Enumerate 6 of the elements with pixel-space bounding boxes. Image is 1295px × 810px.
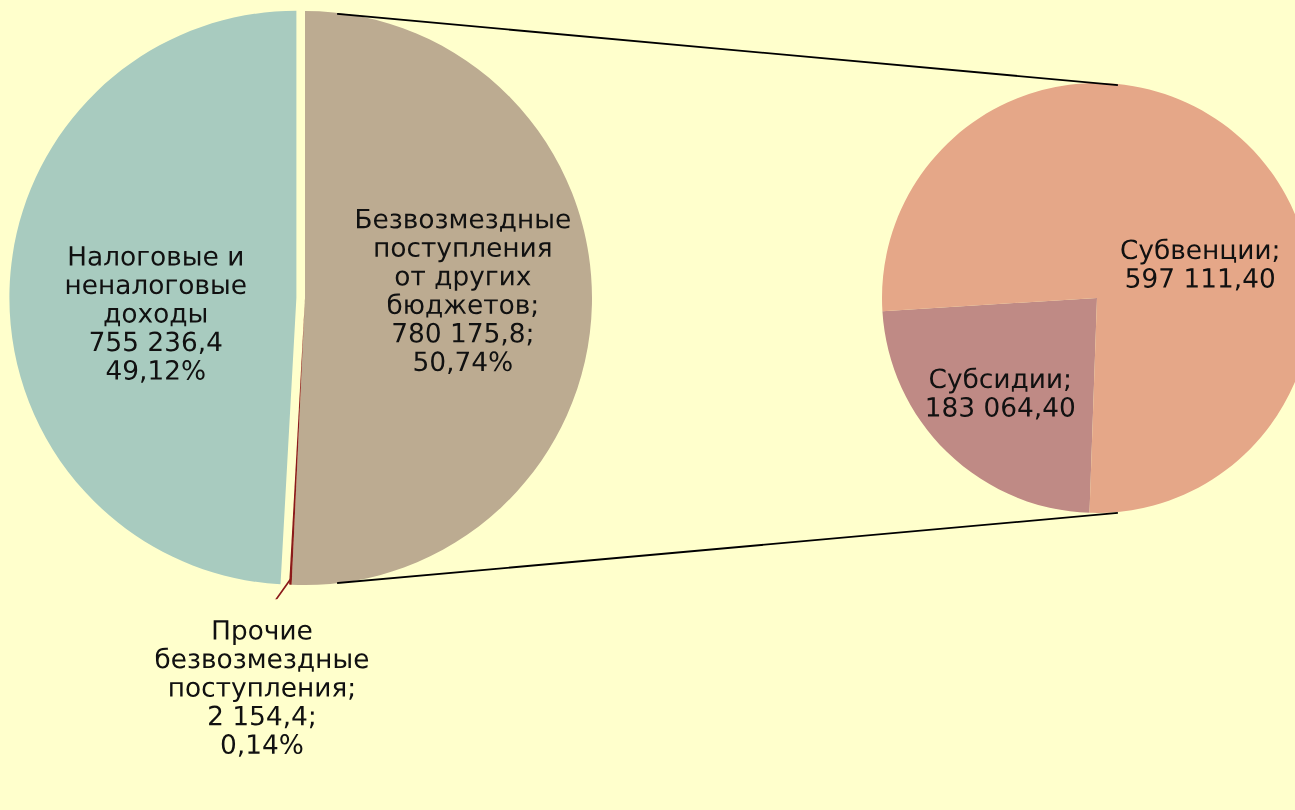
slice-label: Безвозмездные поступления от других бюджетов; 780 175,8; 50,74% [357, 208, 570, 374]
slice-label: Прочие безвозмездные поступления; 2 154,4; 0,14% [155, 620, 369, 757]
slice-label: Налоговые и неналоговые доходы [66, 246, 246, 327]
data-label: 755 236,4 49,12% [90, 331, 222, 383]
slice-label: Субвенции; 597 111,40 [1121, 238, 1278, 291]
slice-label: Субсидии; 183 064,40 [927, 367, 1075, 420]
